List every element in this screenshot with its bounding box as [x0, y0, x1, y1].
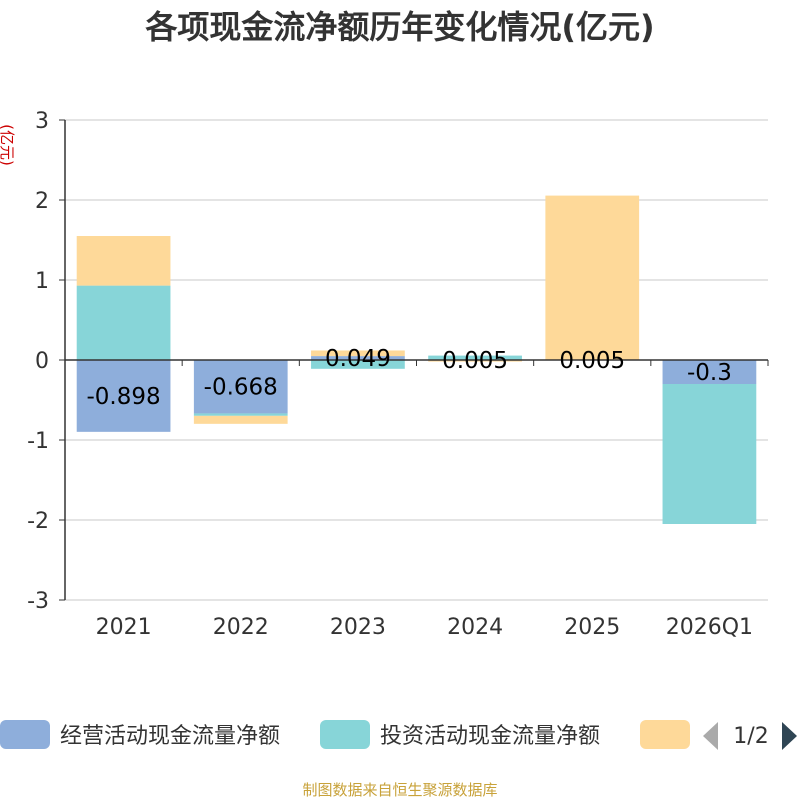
bar-series-2-2024[interactable] [428, 360, 522, 362]
bar-series-0-2026q1[interactable] [662, 360, 757, 384]
y-tick-label: -2 [27, 509, 49, 534]
chart-title: 各项现金流净额历年变化情况(亿元) [145, 8, 655, 46]
bar-series-1-2026q1[interactable] [662, 384, 757, 524]
bar-series-0-2022[interactable] [193, 360, 288, 414]
legend-label[interactable]: 经营活动现金流量净额 [60, 724, 280, 749]
x-tick-label: 2024 [447, 615, 503, 640]
legend-swatch[interactable] [0, 720, 50, 749]
y-tick-label: 3 [35, 109, 49, 134]
bar-series-1-2022[interactable] [193, 413, 288, 416]
legend-label[interactable]: 投资活动现金流量净额 [380, 724, 600, 749]
bar-series-1-2024[interactable] [428, 355, 522, 360]
y-tick-label: 0 [35, 349, 49, 374]
x-tick-label: 2025 [564, 615, 620, 640]
data-labels: -0.898 -0.668 0.049 0.005 0.005 -0.3 [87, 346, 732, 410]
y-tick-label: -1 [27, 429, 49, 454]
source-note: 制图数据来自恒生聚源数据库 [302, 781, 497, 799]
data-label: -0.3 [687, 360, 732, 386]
bar-series-1-2023[interactable] [311, 360, 405, 369]
bars [76, 195, 757, 524]
bar-series-2-2021[interactable] [76, 236, 171, 286]
x-tick-label: 2022 [213, 615, 269, 640]
legend-page-indicator: 1/2 [733, 724, 768, 749]
data-label: 0.005 [559, 348, 625, 374]
data-label: 0.005 [442, 348, 508, 374]
x-tick-label: 2023 [330, 615, 386, 640]
legend-swatch[interactable] [320, 720, 370, 749]
legend-prev-icon[interactable] [703, 722, 718, 750]
bar-series-0-2023[interactable] [311, 356, 405, 360]
axes: 3 2 1 0 -1 -2 -3 2021 2022 2023 2024 2025 2026Q1 [27, 109, 769, 640]
y-tick-label: 1 [35, 269, 49, 294]
y-tick-label: -3 [27, 589, 49, 614]
x-tick-label: 2026Q1 [666, 615, 753, 640]
y-tick-label: 2 [35, 189, 49, 214]
y-axis-unit: (亿元) [0, 124, 16, 166]
x-tick-label: 2021 [96, 615, 152, 640]
data-label: -0.898 [87, 384, 161, 410]
bar-series-2-2025[interactable] [545, 195, 640, 360]
bar-series-2-2022[interactable] [193, 415, 288, 424]
data-label: -0.668 [204, 375, 278, 401]
bar-series-0-2021[interactable] [76, 360, 171, 432]
data-label: 0.049 [325, 346, 391, 372]
legend: 经营活动现金流量净额 投资活动现金流量净额 1/2 [0, 720, 797, 750]
bar-series-2-2023[interactable] [311, 350, 405, 357]
legend-next-icon[interactable] [782, 722, 797, 750]
bar-series-1-2021[interactable] [76, 285, 171, 360]
legend-swatch[interactable] [640, 720, 690, 749]
